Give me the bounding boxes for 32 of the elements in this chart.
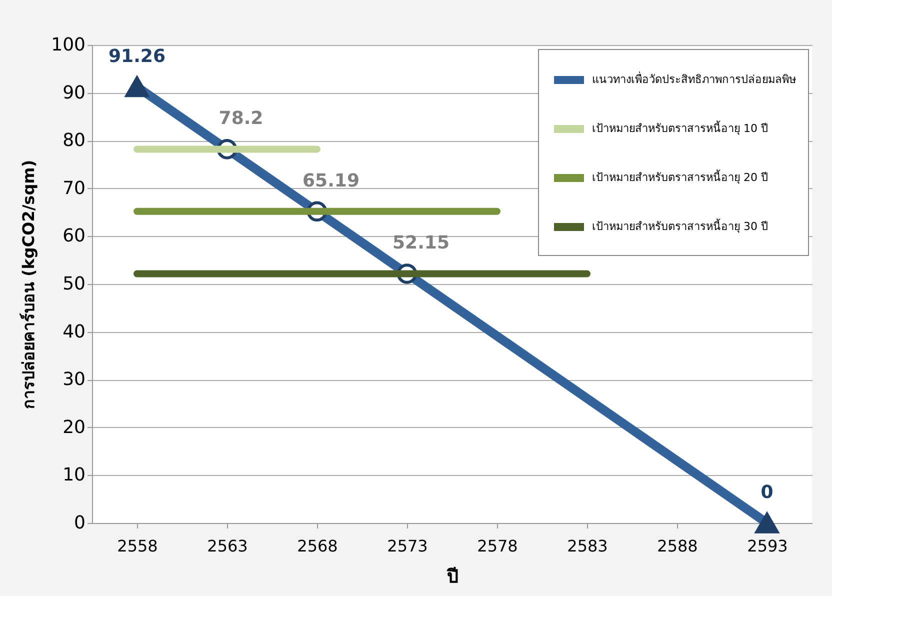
x-tick-label: 2578 [477,536,518,556]
y-tick-label: 60 [62,226,86,247]
y-tick-label: 0 [74,512,86,534]
y-tick-label: 10 [62,464,86,486]
x-axis-title: ปี [446,566,458,588]
data-label: 65.19 [302,170,360,192]
legend-label: เป้าหมายสำหรับตราสารหนี้อายุ 10 ปี [592,120,768,135]
y-tick-label: 100 [51,34,86,56]
x-tick-label: 2583 [567,536,608,556]
point [755,512,779,534]
y-tick-label: 20 [62,416,86,438]
x-tick-label: 2558 [117,536,158,556]
y-tick-label: 40 [62,321,86,342]
point [125,76,149,98]
legend-label: เป้าหมายสำหรับตราสารหนี้อายุ 30 ปี [592,218,768,233]
y-tick-label: 70 [62,178,86,199]
y-tick-label: 90 [62,82,86,104]
data-label: 52.15 [392,232,450,254]
x-tick-label: 2563 [207,536,248,556]
y-tick-label: 50 [62,274,86,294]
x-tick-label: 2573 [387,536,428,556]
legend-label: เป้าหมายสำหรับตราสารหนี้อายุ 20 ปี [592,169,768,184]
y-tick-label: 80 [62,130,86,152]
data-label: 78.2 [218,108,264,130]
x-tick-label: 2568 [297,536,338,556]
y-tick-label: 30 [62,369,86,390]
y-axis-title: การปล่อยคาร์บอน (kgCO2/sqm) [19,160,38,410]
data-label: 0 [760,482,774,503]
x-tick-label: 2593 [747,536,788,556]
legend-label: แนวทางเพื่อวัดประสิทธิภาพการปล่อยมลพิษ [592,71,796,86]
data-label: 91.26 [108,46,166,67]
x-tick-label: 2588 [657,536,698,556]
